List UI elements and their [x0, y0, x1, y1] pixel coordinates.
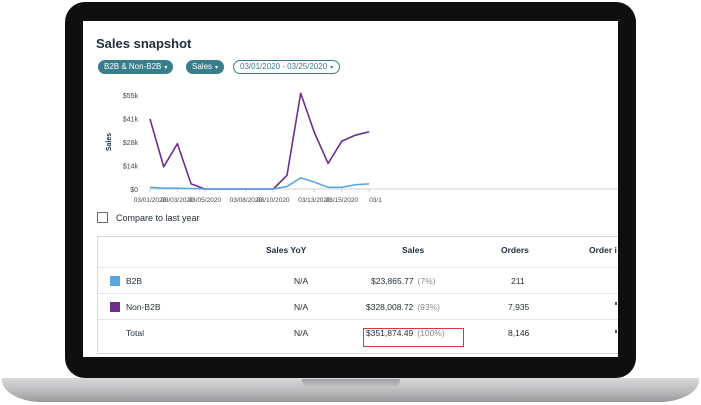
row-orders: 211	[511, 276, 525, 286]
x-tick-label: 03/1	[369, 197, 382, 204]
scroll-indicator	[615, 302, 617, 305]
total-highlight-box	[363, 328, 464, 347]
y-tick-label: $14k	[123, 164, 139, 171]
x-tick-label: 03/08/2020	[230, 197, 263, 204]
table-row: B2B N/A $23,865.77 (7%) 211	[98, 267, 618, 293]
y-tick-label: $41k	[123, 117, 139, 124]
sales-percent: (100%)	[417, 328, 445, 338]
sales-value: $23,865.77	[371, 276, 414, 286]
compare-label: Compare to last year	[116, 212, 200, 223]
sales-value: $351,874.49	[366, 328, 414, 338]
sales-percent: (93%)	[417, 302, 440, 312]
chevron-down-icon: ▾	[164, 65, 168, 71]
compare-toggle[interactable]: Compare to last year	[97, 212, 200, 223]
scroll-indicator	[615, 330, 617, 333]
y-tick-label: $0	[130, 187, 138, 194]
sales-line-chart: $55k $41k $28k $14k $0 Sales 03/01/202003/03/2…	[106, 92, 618, 204]
x-tick-label: 03/03/2020	[161, 197, 194, 204]
series-line-non-b2b	[149, 92, 370, 190]
filter-label: Sales	[192, 62, 213, 71]
row-label: Non-B2B	[126, 302, 161, 312]
laptop-notch	[302, 379, 400, 388]
row-label: Total	[126, 328, 144, 338]
chevron-down-icon: ▾	[330, 65, 334, 71]
header-sales-yoy[interactable]: Sales YoY	[266, 245, 307, 255]
sales-value: $328,008.72	[366, 302, 414, 312]
row-sales: $351,874.49 (100%)	[366, 320, 445, 346]
row-sales: $328,008.72 (93%)	[366, 294, 440, 320]
row-orders: 7,935	[508, 302, 530, 312]
y-axis-label: Sales	[106, 133, 113, 151]
x-tick-label: 03/05/2020	[189, 197, 222, 204]
series-line-b2b	[149, 177, 370, 190]
header-sales[interactable]: Sales	[402, 245, 425, 255]
header-order-items[interactable]: Order i	[589, 245, 617, 255]
row-yoy: N/A	[294, 302, 309, 312]
row-label: B2B	[126, 276, 143, 286]
nonb2b-swatch	[110, 302, 120, 312]
sales-percent: (7%)	[417, 276, 436, 286]
x-tick-label: 03/13/2020	[298, 197, 331, 204]
x-tick-label: 03/15/2020	[326, 197, 359, 204]
filter-b2b-nonb2b[interactable]: B2B & Non-B2B ▾	[98, 60, 174, 74]
table-header-row: Sales YoY Sales Orders Order i	[98, 237, 618, 263]
row-yoy: N/A	[294, 328, 309, 338]
x-tick-label: 03/01/2020	[134, 197, 167, 204]
row-sales: $23,865.77 (7%)	[371, 268, 436, 294]
row-yoy: N/A	[294, 276, 309, 286]
table-row: Total N/A $351,874.49 (100%) 8,146	[98, 319, 618, 347]
y-tick-label: $55k	[123, 93, 139, 100]
screen: Sales snapshot B2B & Non-B2B ▾ Sales ▾ 03/…	[83, 21, 618, 357]
b2b-swatch	[110, 276, 120, 286]
chevron-down-icon: ▾	[215, 65, 219, 71]
row-orders: 8,146	[508, 328, 530, 338]
compare-checkbox[interactable]	[97, 212, 108, 223]
x-tick-label: 03/10/2020	[257, 197, 290, 204]
y-tick-label: $28k	[123, 140, 139, 147]
header-orders[interactable]: Orders	[501, 245, 529, 255]
filter-label: 03/01/2020 - 03/25/2020	[240, 62, 328, 71]
page-title: Sales snapshot	[96, 36, 192, 51]
table-row: Non-B2B N/A $328,008.72 (93%) 7,935	[98, 293, 618, 319]
sales-table: Sales YoY Sales Orders Order i B2B N/A $…	[97, 236, 618, 354]
filter-metric[interactable]: Sales ▾	[186, 60, 225, 74]
filter-date-range[interactable]: 03/01/2020 - 03/25/2020 ▾	[233, 60, 341, 74]
filter-label: B2B & Non-B2B	[104, 62, 162, 71]
